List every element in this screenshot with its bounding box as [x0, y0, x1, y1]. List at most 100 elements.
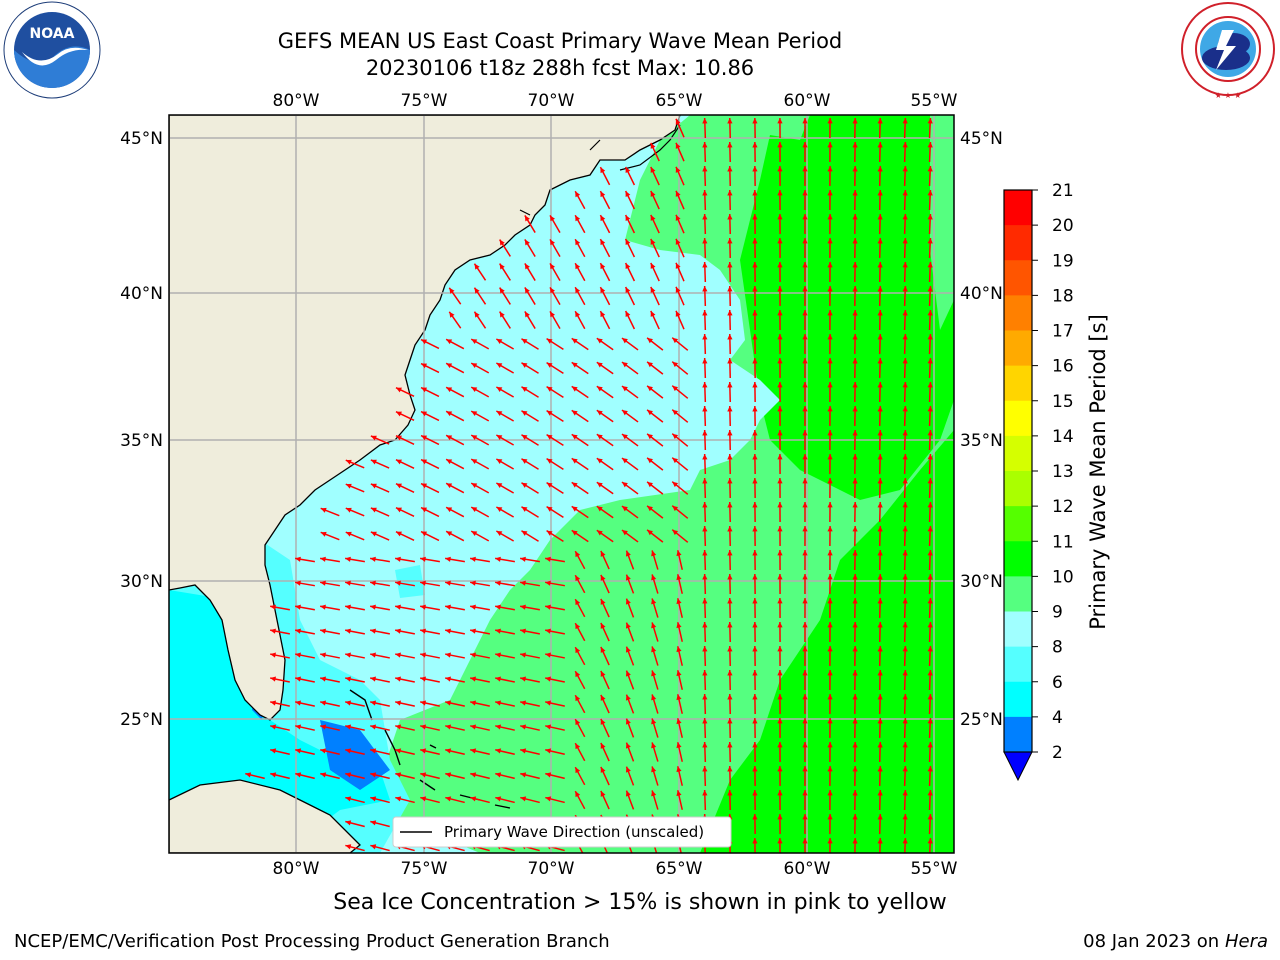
wave-arrow-head	[902, 358, 908, 364]
wave-arrow-head	[600, 742, 606, 749]
wave-arrow-head	[827, 478, 833, 484]
wave-arrow-head	[520, 700, 527, 706]
wave-arrow-head	[676, 790, 682, 797]
wave-arrow-head	[270, 700, 277, 706]
wave-arrow-head	[650, 286, 656, 293]
wave-arrow-head	[777, 598, 783, 604]
wave-arrow-head	[575, 647, 581, 654]
wave-arrow-head	[902, 670, 908, 676]
wave-arrow-head	[596, 386, 603, 392]
wave-arrow-head	[827, 430, 833, 436]
wave-arrow-head	[927, 694, 933, 700]
wave-arrow-head	[877, 622, 883, 628]
wave-arrow-head	[802, 478, 808, 484]
wave-arrow-head	[621, 410, 628, 416]
wave-arrow-head	[370, 724, 377, 730]
wave-arrow-head	[625, 670, 631, 677]
wave-arrow-head	[727, 190, 733, 196]
wave-arrow-head	[902, 742, 908, 748]
wave-arrow-head	[902, 622, 908, 628]
wave-arrow-head	[877, 838, 883, 844]
wave-arrow-head	[495, 652, 501, 658]
wave-arrow-head	[470, 748, 477, 754]
colorbar-tick-label: 21	[1052, 181, 1074, 201]
wave-arrow-head	[752, 502, 758, 508]
wave-arrow-head	[647, 361, 653, 368]
wave-arrow-head	[827, 646, 833, 652]
wave-arrow-head	[496, 338, 503, 344]
lon-label: 80°W	[273, 859, 320, 879]
wave-arrow-head	[902, 838, 908, 844]
wave-arrow-head	[802, 598, 808, 604]
wave-arrow-head	[727, 406, 733, 412]
wave-arrow-head	[520, 604, 526, 610]
wave-arrow-head	[827, 190, 833, 196]
wave-arrow-head	[545, 580, 551, 586]
wave-arrow-head	[495, 700, 502, 706]
wave-arrow-head	[495, 580, 501, 586]
colorbar-segment	[1004, 611, 1032, 648]
wave-arrow-head	[702, 742, 708, 748]
wave-arrow-head	[927, 382, 933, 388]
map-subtitle: 20230106 t18z 288h fcst Max: 10.86	[365, 56, 755, 80]
wave-arrow-head	[295, 700, 302, 706]
wave-arrow-head	[600, 239, 606, 246]
wave-arrow-head	[802, 838, 808, 844]
wave-arrow-head	[802, 646, 808, 652]
wave-arrow-head	[521, 482, 528, 488]
wave-arrow-head	[370, 628, 376, 634]
wave-arrow-head	[672, 385, 679, 392]
wave-arrow-head	[496, 386, 503, 392]
wave-arrow-head	[902, 214, 908, 220]
wave-arrow-head	[596, 362, 603, 368]
wave-arrow-head	[877, 694, 883, 700]
wave-arrow-head	[852, 478, 858, 484]
wave-arrow-head	[470, 676, 477, 682]
wave-arrow-head	[575, 191, 581, 198]
wave-arrow-head	[777, 502, 783, 508]
wave-arrow-head	[672, 361, 679, 368]
wave-arrow-head	[727, 166, 733, 172]
wave-arrow-head	[571, 530, 578, 536]
wave-arrow-head	[446, 459, 453, 465]
wave-arrow-head	[852, 262, 858, 268]
wave-arrow-head	[471, 387, 478, 393]
wave-arrow-head	[727, 598, 733, 604]
noaa-logo-text: NOAA	[30, 26, 75, 42]
wave-arrow-head	[672, 337, 679, 344]
wave-arrow-head	[727, 670, 733, 676]
lon-label: 65°W	[656, 859, 703, 879]
wave-arrow-head	[571, 410, 578, 416]
wave-arrow-head	[320, 748, 327, 754]
wave-arrow-head	[877, 742, 883, 748]
wave-arrow-head	[927, 214, 933, 220]
wave-arrow-head	[470, 580, 476, 586]
wave-arrow-head	[445, 628, 451, 634]
wave-arrow-head	[647, 457, 653, 464]
wave-arrow-head	[395, 652, 401, 658]
wave-arrow-head	[827, 838, 833, 844]
wave-arrow-head	[827, 406, 833, 412]
wave-arrow-head	[802, 742, 808, 748]
wave-arrow-head	[295, 772, 302, 778]
wave-arrow-head	[546, 530, 553, 536]
wave-arrow-head	[902, 646, 908, 652]
wave-arrow-head	[446, 483, 453, 489]
wave-arrow-head	[270, 676, 277, 682]
wave-arrow-head	[499, 287, 505, 294]
wave-arrow-head	[927, 838, 933, 844]
wave-arrow-head	[420, 796, 427, 802]
wave-arrow-head	[802, 430, 808, 436]
wave-arrow-head	[395, 700, 402, 706]
wave-arrow-head	[927, 478, 933, 484]
wave-arrow-head	[575, 311, 581, 318]
wave-arrow-head	[852, 214, 858, 220]
wave-arrow-head	[702, 238, 708, 244]
wave-arrow-head	[245, 772, 252, 778]
wave-arrow-head	[449, 287, 455, 294]
wave-arrow-head	[852, 550, 858, 556]
wave-arrow-head	[777, 334, 783, 340]
wave-arrow-head	[727, 430, 733, 436]
wave-arrow-head	[752, 262, 758, 268]
wave-arrow-head	[370, 796, 377, 802]
